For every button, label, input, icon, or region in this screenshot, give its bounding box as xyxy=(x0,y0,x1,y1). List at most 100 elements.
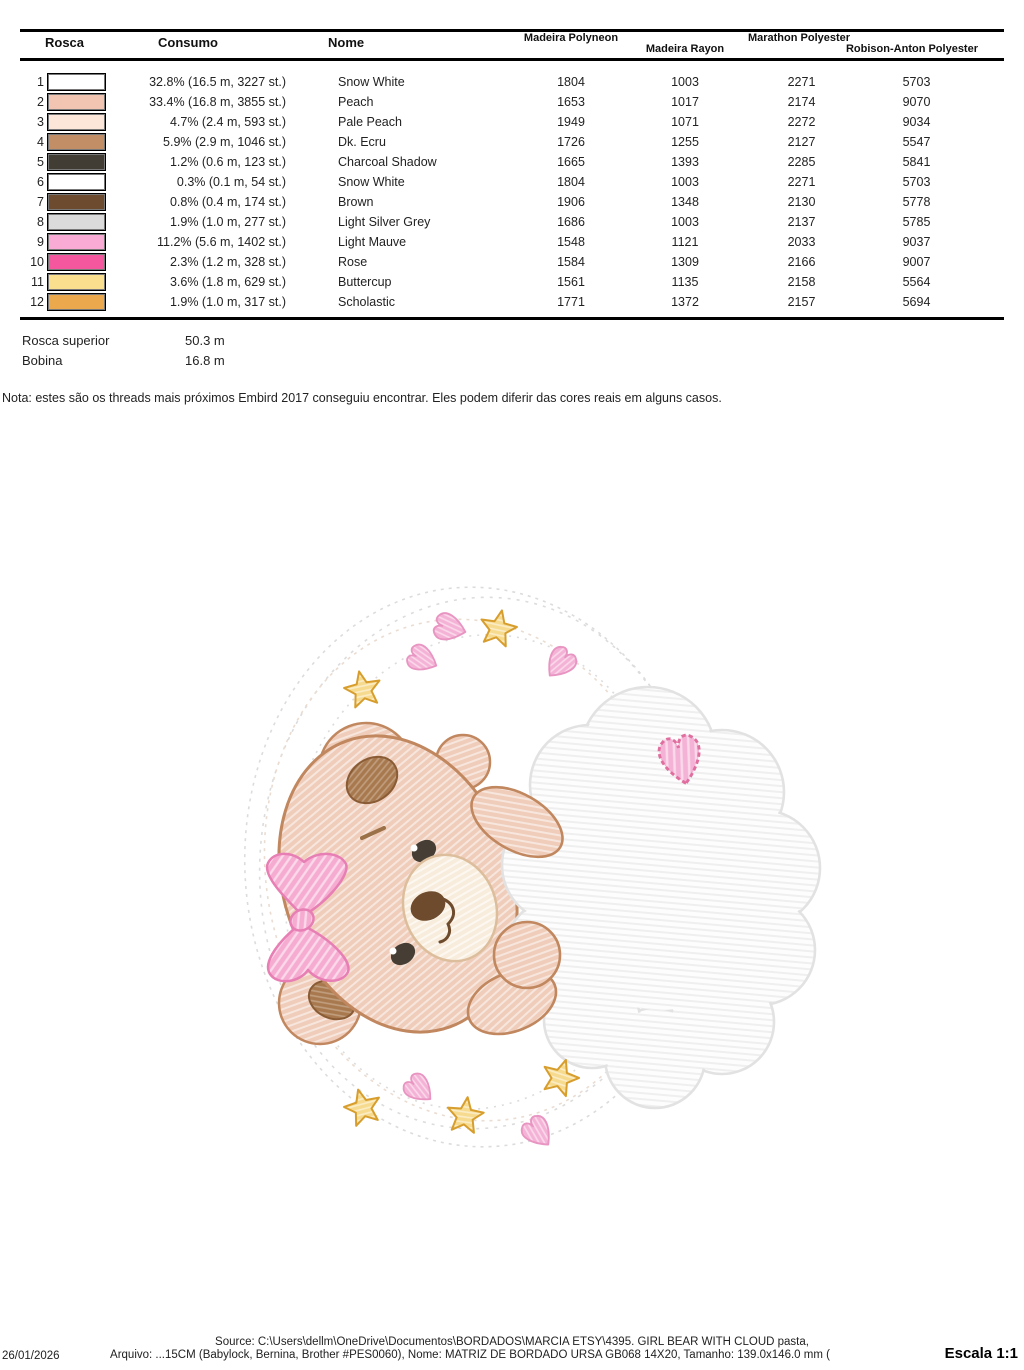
bear-paws xyxy=(466,785,564,1036)
thread-index: 3 xyxy=(37,115,44,129)
thread-name: Light Mauve xyxy=(338,235,407,249)
thread-consumo: 2.3% (1.2 m, 328 st.) xyxy=(169,255,286,269)
thread-consumo: 4.7% (2.4 m, 593 st.) xyxy=(169,115,286,129)
madeira-polyneon-code: 1686 xyxy=(557,215,585,229)
thread-color-swatch xyxy=(47,93,106,111)
madeira-polyneon-code: 1949 xyxy=(557,115,585,129)
madeira-polyneon-code: 1804 xyxy=(557,75,585,89)
thread-name: Snow White xyxy=(338,75,405,89)
thread-index: 10 xyxy=(30,255,44,269)
thread-index: 5 xyxy=(37,155,44,169)
madeira-rayon-code: 1003 xyxy=(671,175,699,189)
cloud xyxy=(500,685,822,1110)
madeira-rayon-code: 1255 xyxy=(671,135,699,149)
robison-anton-code: 9034 xyxy=(902,115,931,129)
robison-anton-code: 5547 xyxy=(902,135,931,149)
thread-consumo: 33.4% (16.8 m, 3855 st.) xyxy=(149,95,286,109)
robison-anton-code: 5694 xyxy=(902,295,931,309)
heart-icon xyxy=(431,610,470,646)
robison-anton-code: 5564 xyxy=(902,275,931,289)
thread-color-swatch xyxy=(47,173,106,191)
col-header-rosca: Rosca xyxy=(45,35,85,50)
madeira-rayon-code: 1071 xyxy=(671,115,699,129)
thread-name: Light Silver Grey xyxy=(338,215,431,229)
thread-index: 4 xyxy=(37,135,44,149)
thread-color-swatch xyxy=(47,73,106,91)
robison-anton-code: 5785 xyxy=(902,215,931,229)
thread-name: Dk. Ecru xyxy=(338,135,386,149)
marathon-polyester-code: 2033 xyxy=(787,235,816,249)
marathon-polyester-code: 2271 xyxy=(787,175,816,189)
madeira-polyneon-code: 1906 xyxy=(557,195,585,209)
thread-consumo: 11.2% (5.6 m, 1402 st.) xyxy=(157,235,286,249)
marathon-polyester-code: 2285 xyxy=(787,155,816,169)
madeira-rayon-code: 1017 xyxy=(671,95,699,109)
table-row: 10 2.3% (1.2 m, 328 st.) Rose 1584 1309 … xyxy=(20,252,1004,272)
table-row: 2 33.4% (16.8 m, 3855 st.) Peach 1653 10… xyxy=(20,92,1004,112)
madeira-rayon-code: 1309 xyxy=(671,255,699,269)
robison-anton-code: 9070 xyxy=(902,95,931,109)
bear-bow xyxy=(265,852,350,983)
thread-name: Brown xyxy=(338,195,374,209)
table-header-divider xyxy=(20,58,1004,61)
thread-color-swatch xyxy=(47,113,106,131)
heart-icon xyxy=(517,1111,560,1154)
madeira-rayon-code: 1003 xyxy=(671,75,699,89)
marathon-polyester-code: 2137 xyxy=(787,215,816,229)
thread-index: 8 xyxy=(37,215,44,229)
heart-icon xyxy=(538,642,581,685)
thread-index: 6 xyxy=(37,175,44,189)
thread-consumo: 1.9% (1.0 m, 277 st.) xyxy=(169,215,286,229)
marathon-polyester-code: 2158 xyxy=(787,275,816,289)
madeira-rayon-code: 1393 xyxy=(671,155,699,169)
madeira-polyneon-code: 1548 xyxy=(557,235,585,249)
bear-arm xyxy=(470,785,564,859)
madeira-polyneon-code: 1771 xyxy=(557,295,585,309)
thread-index: 9 xyxy=(37,235,44,249)
thread-index: 2 xyxy=(37,95,44,109)
robison-anton-code: 9037 xyxy=(902,235,931,249)
bear-brow xyxy=(360,826,386,840)
thread-color-swatch xyxy=(47,253,106,271)
thread-consumo: 0.8% (0.4 m, 174 st.) xyxy=(169,195,286,209)
thread-name: Pale Peach xyxy=(338,115,402,129)
col-header-robison-anton-polyester: Robison-Anton Polyester xyxy=(845,43,979,55)
marathon-polyester-code: 2157 xyxy=(787,295,816,309)
thread-color-swatch xyxy=(47,273,106,291)
madeira-polyneon-code: 1726 xyxy=(557,135,585,149)
star-icon xyxy=(339,1083,386,1129)
marathon-polyester-code: 2130 xyxy=(787,195,816,209)
thread-color-swatch xyxy=(47,193,106,211)
bobina-label: Bobina xyxy=(22,353,63,368)
robison-anton-code: 5703 xyxy=(902,175,931,189)
thread-color-swatch xyxy=(47,293,106,311)
heart-icon xyxy=(403,641,443,678)
thread-name: Charcoal Shadow xyxy=(338,155,437,169)
bear xyxy=(265,721,519,1046)
thread-index: 7 xyxy=(37,195,44,209)
bear-mouth xyxy=(438,896,456,944)
madeira-rayon-code: 1348 xyxy=(671,195,699,209)
table-row: 11 3.6% (1.8 m, 629 st.) Buttercup 1561 … xyxy=(20,272,1004,292)
madeira-polyneon-code: 1584 xyxy=(557,255,585,269)
footer-scale: Escala 1:1 xyxy=(944,1345,1018,1362)
robison-anton-code: 5841 xyxy=(902,155,931,169)
table-row: 3 4.7% (2.4 m, 593 st.) Pale Peach 1949 … xyxy=(20,112,1004,132)
bear-nose xyxy=(410,891,446,921)
heart-icon xyxy=(399,1069,440,1110)
thread-index: 12 xyxy=(30,295,44,309)
table-row: 1 32.8% (16.5 m, 3227 st.) Snow White 18… xyxy=(20,72,1004,92)
table-row: 4 5.9% (2.9 m, 1046 st.) Dk. Ecru 1726 1… xyxy=(20,132,1004,152)
marathon-polyester-code: 2166 xyxy=(787,255,816,269)
rosca-superior-label: Rosca superior xyxy=(22,333,110,348)
madeira-rayon-code: 1135 xyxy=(671,275,699,289)
madeira-polyneon-code: 1804 xyxy=(557,175,585,189)
star-icon xyxy=(340,666,385,710)
bear-eye-lower xyxy=(389,942,416,966)
madeira-polyneon-code: 1561 xyxy=(557,275,585,289)
footer-date: 26/01/2026 xyxy=(2,1350,60,1362)
madeira-rayon-code: 1372 xyxy=(671,295,699,309)
thread-consumo: 32.8% (16.5 m, 3227 st.) xyxy=(149,75,286,89)
bear-paw xyxy=(492,920,562,990)
robison-anton-code: 9007 xyxy=(902,255,931,269)
